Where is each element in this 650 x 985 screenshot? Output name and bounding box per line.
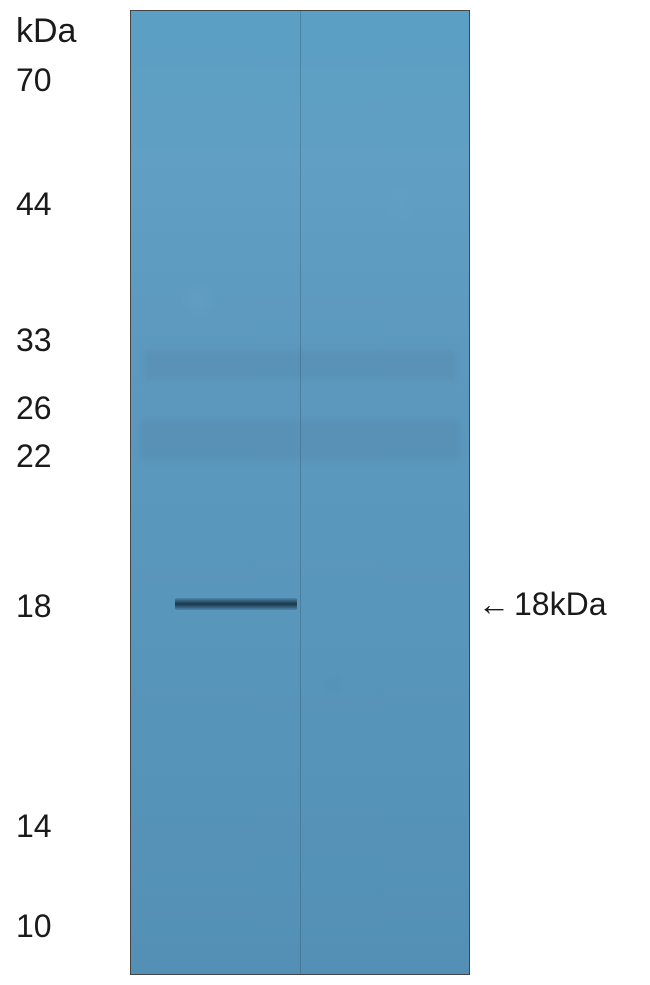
ladder-marker-33: 33 xyxy=(16,322,52,359)
blot-figure: kDa 70 44 33 26 22 18 14 10 ← 18kDa xyxy=(0,0,650,985)
ladder-marker-26: 26 xyxy=(16,390,52,427)
annotation-text: 18kDa xyxy=(514,586,607,623)
ladder-marker-10: 10 xyxy=(16,908,52,945)
protein-band-18kda xyxy=(175,598,297,610)
background-smear-2 xyxy=(145,350,455,380)
ladder-marker-22: 22 xyxy=(16,438,52,475)
band-annotation: ← 18kDa xyxy=(478,586,607,623)
lane-divider xyxy=(300,10,301,975)
ladder-marker-70: 70 xyxy=(16,62,52,99)
ladder-marker-44: 44 xyxy=(16,186,52,223)
ladder-marker-18: 18 xyxy=(16,588,52,625)
unit-label: kDa xyxy=(16,12,76,51)
arrow-left-icon: ← xyxy=(478,586,510,623)
ladder-marker-14: 14 xyxy=(16,808,52,845)
background-smear-1 xyxy=(140,420,460,460)
